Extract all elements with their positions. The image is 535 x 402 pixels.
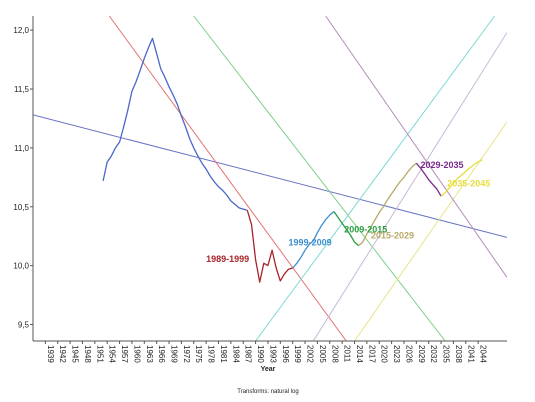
x-tick-label: 2023 [392,345,401,363]
x-tick-label: 2026 [404,345,413,363]
x-tick-label: 1993 [268,345,277,363]
x-tick-label: 1960 [132,345,141,363]
x-tick-label: 1951 [95,345,104,363]
x-axis-label: Year [261,366,276,373]
series-line-2015-2029 [358,162,417,247]
x-tick-label: 1963 [145,345,154,363]
x-tick-label: 2011 [343,345,352,363]
series-line-2009-2015 [333,211,360,247]
series-line-1999-2009 [292,211,335,269]
x-tick-label: 2002 [306,345,315,363]
y-tick-label: 10,5 [13,203,29,212]
series-line-1989-1999 [246,210,293,283]
trend-line-5 [312,32,507,341]
segment-label-1989-1999: 1989-1999 [206,254,249,264]
x-tick-label: 1972 [182,345,191,363]
data-series [102,37,483,283]
x-tick-label: 2032 [429,345,438,363]
trend-line-6 [354,121,507,341]
series-line-segment-1 [102,37,248,211]
series-line-2029-2035 [415,162,442,197]
x-tick-label: 1966 [157,345,166,363]
y-tick-label: 11,0 [14,144,30,153]
y-tick-label: 9,5 [18,321,30,330]
x-tick-label: 1954 [108,345,117,363]
segment-label-2035-2045: 2035-2045 [447,179,490,189]
x-tick-label: 1957 [120,345,129,363]
x-tick-label: 1939 [46,345,55,363]
x-tick-label: 2008 [330,345,339,363]
x-tick-label: 1996 [281,345,290,363]
x-tick-label: 2035 [442,345,451,363]
x-tick-label: 1945 [71,345,80,363]
x-tick-label: 2044 [479,345,488,363]
footnote: Transforms: natural log [237,389,298,395]
x-tick-label: 1990 [256,345,265,363]
trend-line-7 [325,16,507,278]
y-tick-label: 10,0 [13,262,29,271]
segment-label-2029-2035: 2029-2035 [420,160,463,170]
series-line-2035-2045 [440,159,483,197]
x-tick-label: 1999 [293,345,302,363]
x-tick-label: 1984 [231,345,240,363]
x-tick-label: 2038 [454,345,463,363]
y-tick-label: 12,0 [13,26,29,35]
x-tick-label: 1942 [58,345,67,363]
x-tick-label: 1987 [244,345,253,363]
x-tick-label: 2020 [380,345,389,363]
segment-label-1999-2009: 1999-2009 [289,238,332,248]
x-tick-label: 1948 [83,345,92,363]
x-tick-label: 2029 [417,345,426,363]
trend-line-4 [255,16,496,341]
segment-label-2009-2015: 2009-2015 [344,225,387,235]
trend-line-2 [108,16,347,341]
trend-line-1 [33,114,507,238]
x-tick-label: 2005 [318,345,327,363]
x-tick-label: 2017 [367,345,376,363]
trend-lines [33,16,507,341]
x-tick-label: 1969 [170,345,179,363]
x-tick-label: 1978 [207,345,216,363]
x-tick-label: 1981 [219,345,228,363]
x-tick-label: 2041 [466,345,475,363]
y-tick-label: 11,5 [14,85,30,94]
trend-line-3 [193,16,446,341]
segment-label-2015-2029: 2015-2029 [371,231,414,241]
x-tick-label: 2014 [355,345,364,363]
x-tick-label: 1975 [194,345,203,363]
